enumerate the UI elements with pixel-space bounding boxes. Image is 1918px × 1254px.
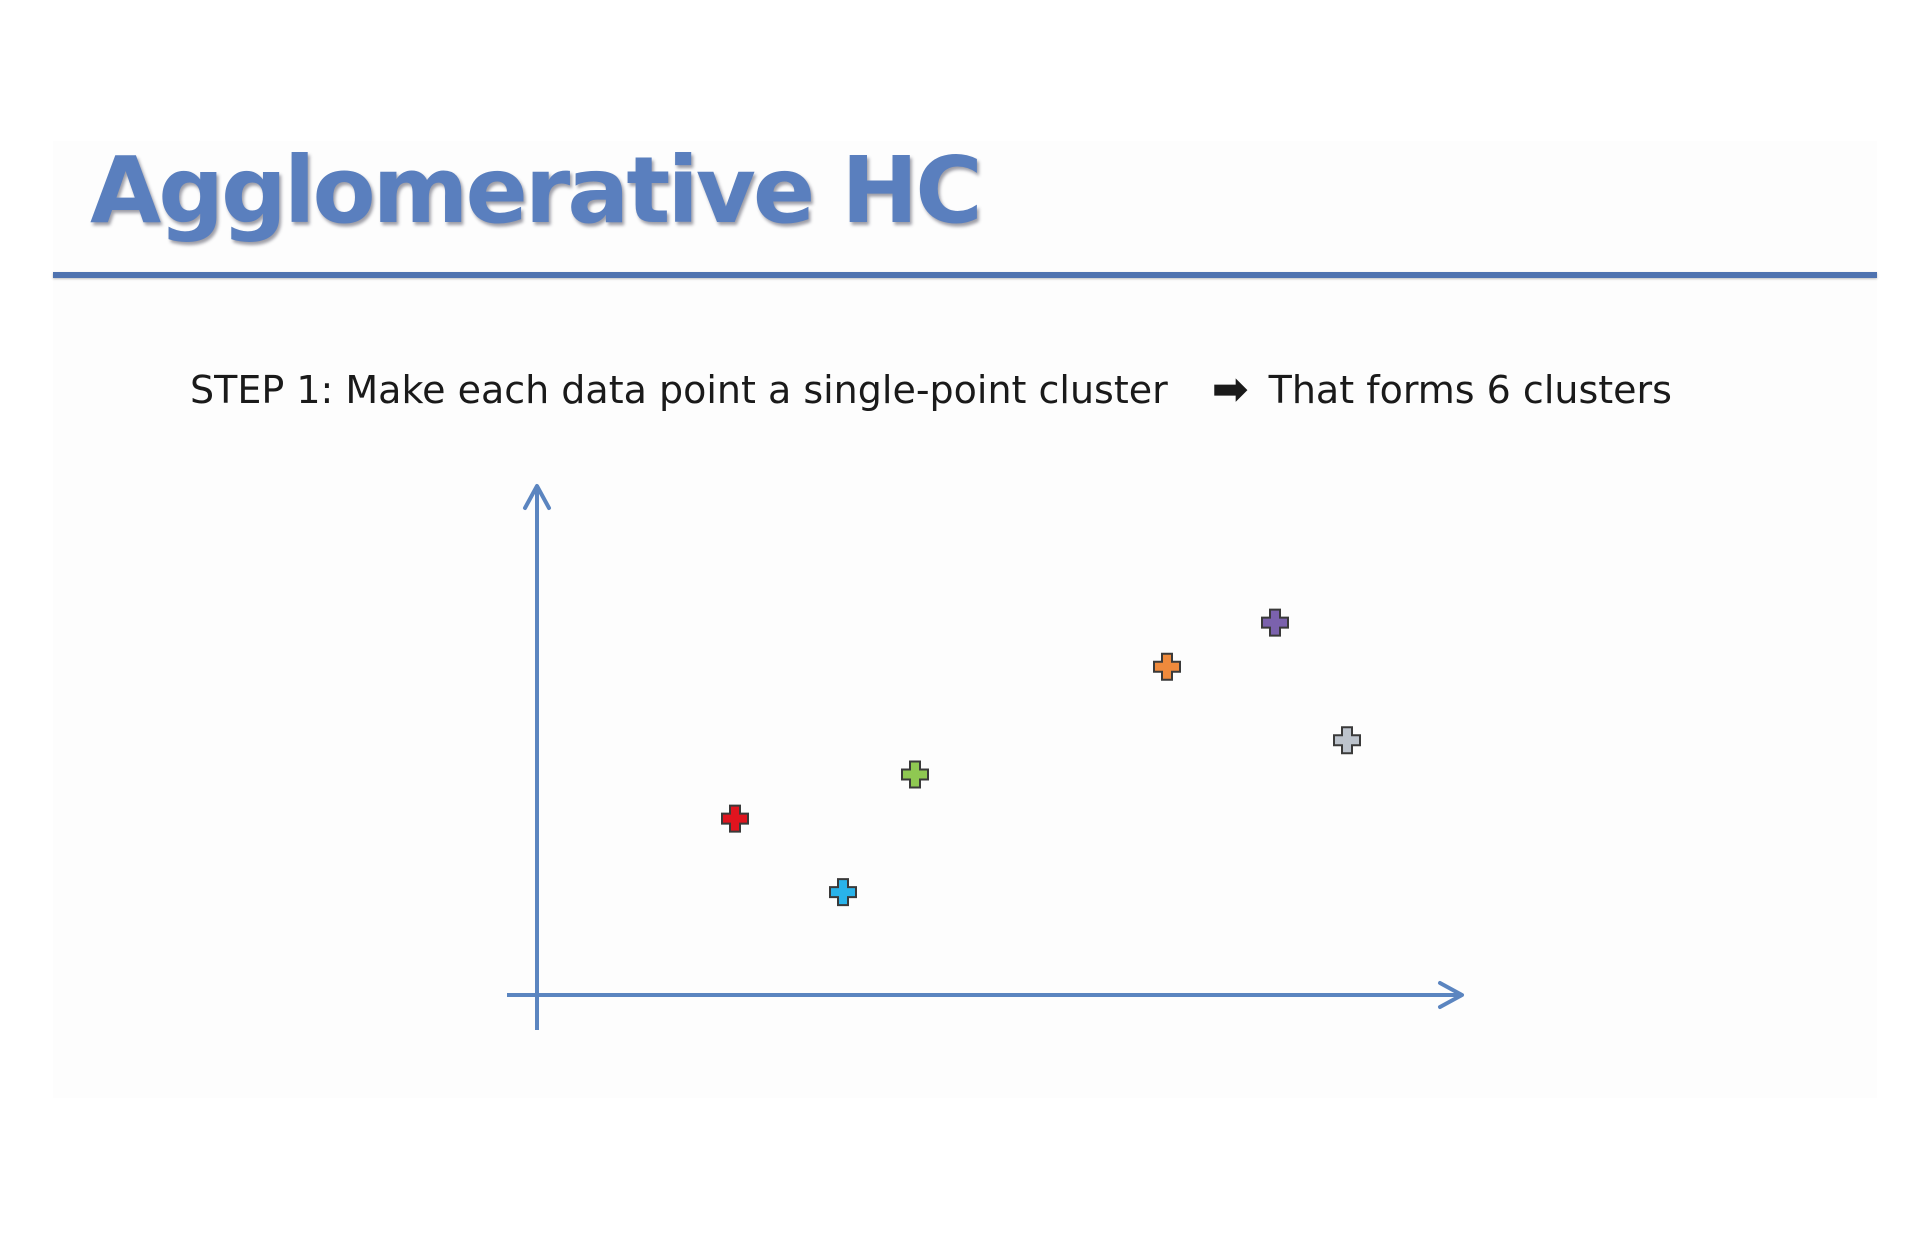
data-point-6 — [1333, 726, 1361, 755]
x-axis-arrowhead — [1438, 981, 1464, 1009]
title-divider — [53, 272, 1877, 278]
y-axis-arrowhead — [523, 484, 551, 510]
data-point-5 — [1261, 608, 1289, 637]
data-point-2 — [829, 878, 857, 907]
right-arrow-icon: ➡ — [1211, 364, 1249, 415]
data-point-1 — [721, 804, 749, 833]
data-point-3 — [901, 760, 929, 789]
data-points — [721, 608, 1361, 907]
plot-axes — [507, 484, 1464, 1030]
slide-background — [53, 141, 1877, 1098]
data-point-4 — [1153, 652, 1181, 681]
step-label: STEP 1 — [190, 368, 321, 412]
step-text: : Make each data point a single-point cl… — [320, 368, 1168, 412]
step-description: STEP 1 : Make each data point a single-p… — [190, 364, 1672, 415]
slide-title: Agglomerative HC — [90, 137, 983, 244]
step-result: That forms 6 clusters — [1268, 368, 1672, 412]
